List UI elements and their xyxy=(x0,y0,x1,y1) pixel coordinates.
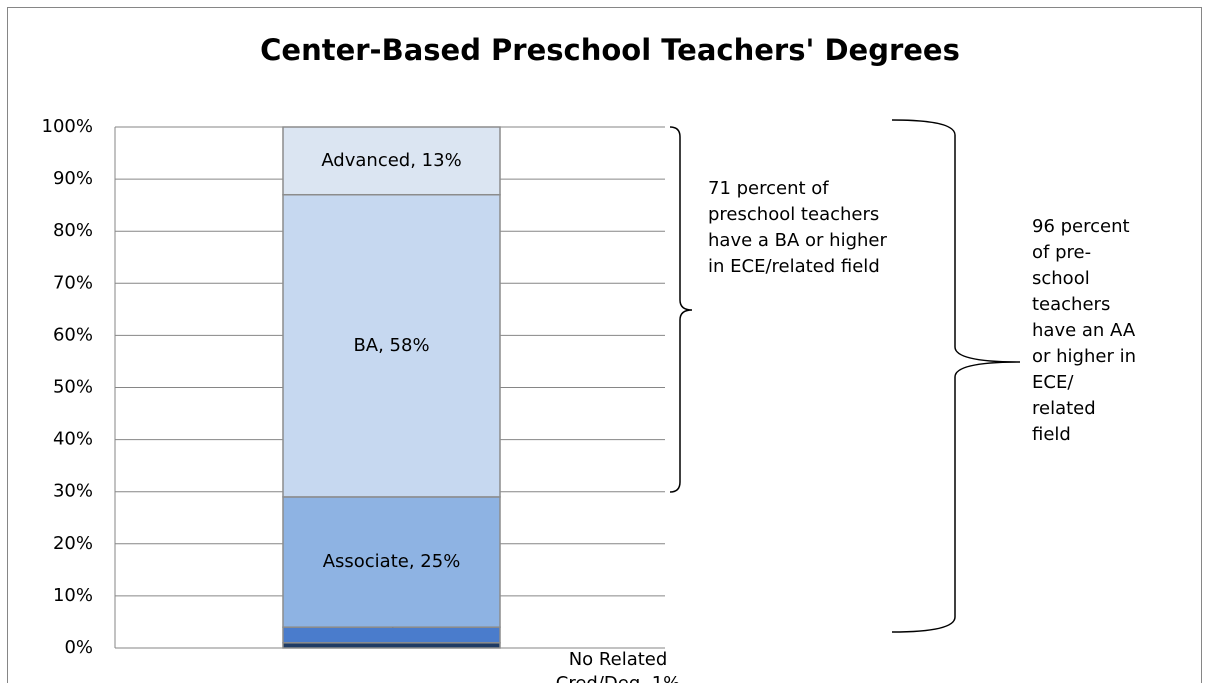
bracket xyxy=(891,119,1021,633)
y-tick-label: 50% xyxy=(53,377,93,398)
y-tick-label: 10% xyxy=(53,585,93,606)
y-tick-label: 0% xyxy=(64,637,93,658)
bracket xyxy=(669,126,693,493)
data-label: Advanced, 13% xyxy=(321,150,461,171)
chart-border xyxy=(7,7,1202,683)
y-tick-label: 20% xyxy=(53,533,93,554)
data-label: No Related Cred/Deg, 1% xyxy=(556,649,681,683)
annotation: 96 percent of pre-school teachers have a… xyxy=(1032,216,1136,445)
data-label: Associate, 25% xyxy=(323,551,461,572)
y-tick-label: 60% xyxy=(53,324,93,345)
data-label: BA, 58% xyxy=(353,335,429,356)
bar-segment xyxy=(282,126,501,196)
y-tick-label: 30% xyxy=(53,481,93,502)
y-tick-label: 70% xyxy=(53,272,93,293)
bar-segment xyxy=(282,642,501,649)
y-tick-label: 100% xyxy=(42,116,93,137)
annotation: 71 percent of preschool teachers have a … xyxy=(708,178,887,277)
y-tick-label: 90% xyxy=(53,168,93,189)
y-tick-label: 40% xyxy=(53,429,93,450)
y-tick-label: 80% xyxy=(53,220,93,241)
bar-segment xyxy=(282,496,501,628)
chart-title: Center-Based Preschool Teachers' Degrees xyxy=(260,33,960,67)
bar-segment xyxy=(282,193,501,498)
